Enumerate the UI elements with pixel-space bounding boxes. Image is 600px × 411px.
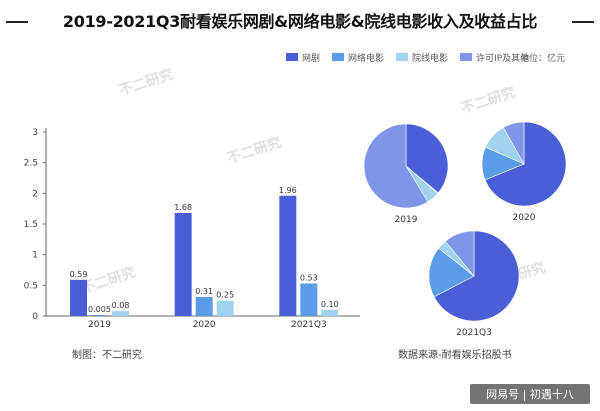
- legend-item-web-drama: 网剧: [286, 51, 320, 64]
- pie-slice: [502, 121, 525, 166]
- legend-swatch: [396, 53, 409, 61]
- bar: [279, 195, 297, 316]
- pie-slice: [444, 230, 475, 277]
- bar-chart: 0 0.5 1 1.5 2 2.5 3 2019 2020 2021Q3 0.59 0.005 0.0…: [24, 128, 360, 330]
- pie-title: 2019: [395, 215, 418, 225]
- y-tick-label: 2.5: [24, 159, 38, 169]
- pie-slice: [433, 230, 520, 322]
- bar: [70, 279, 87, 316]
- bar-value-label: 0.25: [216, 291, 234, 300]
- legend-swatch: [286, 53, 298, 61]
- bar-value-label: 0.59: [70, 270, 88, 279]
- title-rule-right: [572, 21, 594, 23]
- x-tick-label: 2021Q3: [291, 320, 327, 330]
- bar-value-label: 1.68: [174, 203, 192, 212]
- legend-item-theater-movie: 院线电影: [396, 51, 448, 64]
- legend-swatch: [460, 53, 473, 61]
- pie-slice: [484, 121, 567, 207]
- y-tick-label: 0: [32, 312, 38, 322]
- pie-slice: [363, 123, 429, 209]
- bar-value-label: 0.005: [88, 305, 111, 314]
- pie-slice: [428, 247, 475, 298]
- legend: 网剧 网络电影 院线电影 许可IP及其他: [286, 50, 541, 64]
- bar: [216, 300, 234, 316]
- legend-label: 网络电影: [348, 53, 385, 64]
- pie-charts: 2019 2020 2021Q3: [363, 121, 567, 336]
- brand-badge: 网易号 | 初遇十八: [470, 384, 590, 404]
- bar-value-label: 0.10: [321, 300, 339, 309]
- bar: [300, 283, 318, 316]
- y-tick-label: 0.5: [24, 281, 38, 291]
- source-label: 数据来源-耐看娱乐招股书: [398, 350, 512, 361]
- pie-title: 2021Q3: [456, 328, 492, 336]
- unit-label: 单位：亿元: [520, 54, 566, 64]
- y-tick-label: 2: [32, 189, 38, 199]
- bar: [91, 315, 108, 316]
- x-tick-label: 2019: [88, 320, 111, 330]
- bar-value-label: 0.53: [300, 273, 318, 282]
- legend-item-web-movie: 网络电影: [332, 51, 384, 64]
- chart-title: 2019-2021Q3耐看娱乐网剧&网络电影&院线电影收入及收益占比: [62, 12, 538, 31]
- bar: [321, 309, 339, 316]
- bar: [195, 296, 213, 316]
- bar: [174, 212, 192, 316]
- bar-value-label: 0.08: [112, 301, 130, 310]
- y-tick-label: 3: [32, 128, 38, 138]
- legend-label: 网剧: [302, 53, 321, 64]
- legend-swatch: [332, 53, 345, 61]
- title-rule-left: [6, 21, 28, 23]
- legend-label: 许可IP及其他: [476, 53, 530, 64]
- pie-title: 2020: [513, 213, 536, 223]
- title-bar: 2019-2021Q3耐看娱乐网剧&网络电影&院线电影收入及收益占比: [0, 6, 600, 36]
- pie-slice: [405, 123, 449, 194]
- bar-value-label: 0.31: [195, 287, 213, 296]
- legend-item-license-ip: 许可IP及其他: [460, 51, 529, 64]
- y-tick-label: 1.5: [24, 220, 38, 230]
- x-tick-label: 2020: [193, 320, 216, 330]
- legend-label: 院线电影: [412, 53, 449, 64]
- bar-value-label: 1.96: [279, 186, 297, 195]
- bar: [112, 311, 129, 316]
- credit-label: 制图：不二研究: [72, 350, 142, 361]
- y-tick-label: 1: [32, 251, 38, 261]
